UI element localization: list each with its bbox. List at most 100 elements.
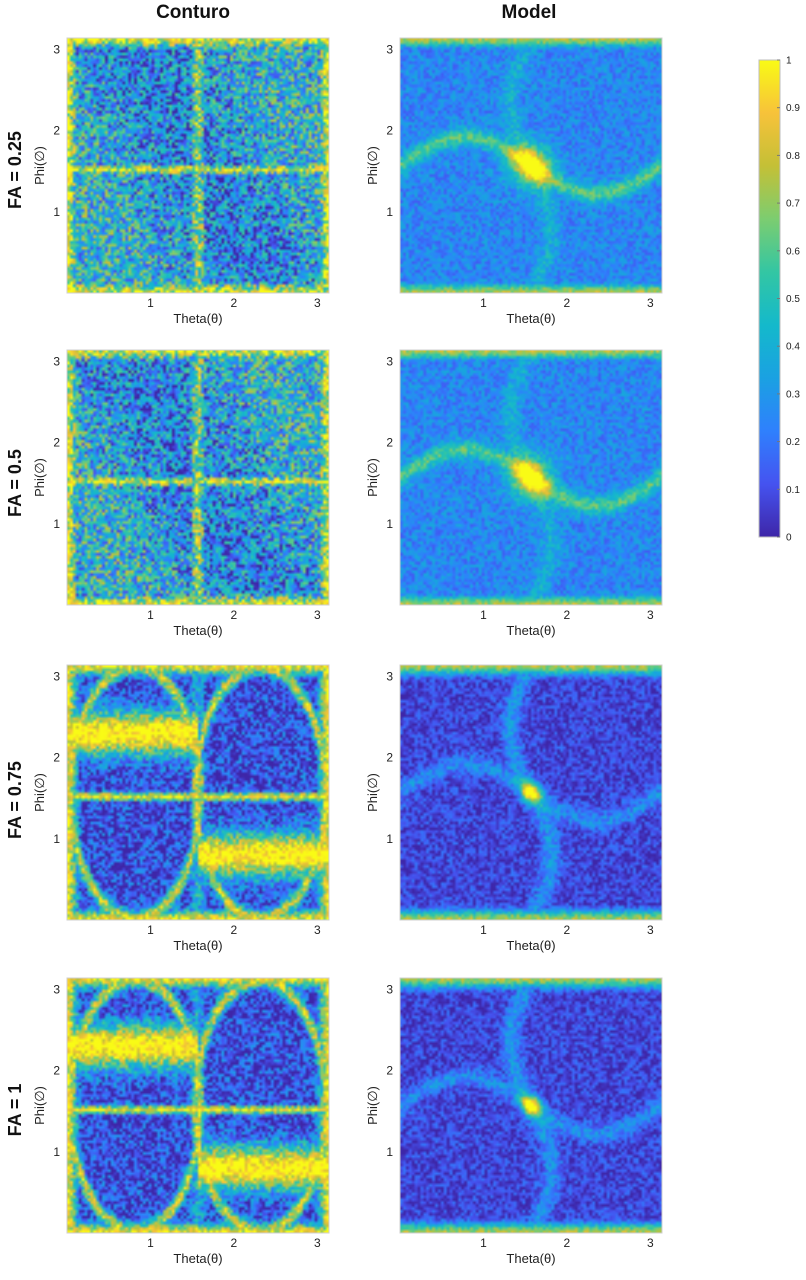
y-tick-label: 1 — [53, 205, 60, 219]
x-tick-label: 2 — [564, 923, 571, 937]
x-axis-label: Theta(θ) — [506, 311, 555, 326]
x-tick-label: 3 — [647, 296, 654, 310]
x-tick-label: 2 — [231, 1236, 238, 1250]
row-title-fa-1: FA = 1 — [5, 1084, 25, 1137]
y-tick-label: 3 — [53, 982, 60, 996]
row-title-fa-025: FA = 0.25 — [5, 131, 25, 209]
y-axis-label: Phi(∅) — [365, 773, 380, 812]
y-tick-label: 2 — [53, 124, 60, 138]
y-tick-label: 2 — [386, 751, 393, 765]
x-axis-label: Theta(θ) — [506, 1251, 555, 1266]
panel-conturo-0_75: 1 1 2 2 3 3 Theta(θ) Phi(∅) — [32, 664, 330, 953]
colorbar-tick-label: 0.6 — [786, 246, 800, 257]
x-axis-label: Theta(θ) — [506, 623, 555, 638]
x-axis-label: Theta(θ) — [173, 1251, 222, 1266]
y-tick-label: 1 — [53, 517, 60, 531]
column-title-conturo: Conturo — [156, 2, 230, 23]
heatmap-image — [67, 665, 329, 920]
axes-box — [66, 977, 330, 1234]
heatmap-image — [67, 350, 329, 605]
y-tick-label: 2 — [386, 124, 393, 138]
panel-conturo-0_25: 1 1 2 2 3 3 Theta(θ) Phi(∅) — [32, 37, 330, 326]
y-tick-label: 1 — [53, 832, 60, 846]
x-tick-label: 1 — [480, 923, 487, 937]
x-tick-label: 3 — [647, 1236, 654, 1250]
axes-box — [66, 349, 330, 606]
x-tick-label: 1 — [147, 296, 154, 310]
y-axis-label: Phi(∅) — [365, 1086, 380, 1125]
colorbar: 0 0.1 0.2 0.3 0.4 0.5 0.6 0.7 0.8 0.9 1 — [758, 56, 800, 544]
heatmap-image — [67, 978, 329, 1233]
panel-model-0_5: 1 1 2 2 3 3 Theta(θ) Phi(∅) — [365, 349, 663, 638]
axes-box — [66, 664, 330, 921]
x-tick-label: 1 — [480, 608, 487, 622]
y-tick-label: 3 — [53, 42, 60, 56]
axes-box — [399, 349, 663, 606]
y-tick-label: 3 — [386, 982, 393, 996]
y-tick-label: 1 — [386, 205, 393, 219]
colorbar-tick-label: 0.8 — [786, 151, 800, 162]
y-tick-label: 3 — [386, 354, 393, 368]
x-tick-label: 3 — [647, 608, 654, 622]
axes-box — [66, 37, 330, 294]
x-tick-label: 1 — [147, 608, 154, 622]
x-tick-label: 2 — [231, 296, 238, 310]
y-tick-label: 3 — [386, 669, 393, 683]
x-tick-label: 2 — [564, 608, 571, 622]
colorbar-tick-label: 0.9 — [786, 103, 800, 114]
x-tick-label: 1 — [147, 923, 154, 937]
y-tick-label: 3 — [53, 354, 60, 368]
y-axis-label: Phi(∅) — [32, 146, 47, 185]
x-axis-label: Theta(θ) — [506, 938, 555, 953]
y-tick-label: 1 — [386, 1145, 393, 1159]
y-tick-label: 1 — [386, 517, 393, 531]
x-tick-label: 3 — [647, 923, 654, 937]
heatmap-image — [400, 38, 662, 293]
y-tick-label: 2 — [386, 436, 393, 450]
y-axis-label: Phi(∅) — [365, 458, 380, 497]
x-tick-label: 3 — [314, 1236, 321, 1250]
y-tick-label: 2 — [53, 436, 60, 450]
panel-grid: 1 1 2 2 3 3 Theta(θ) Phi(∅) 1 1 2 2 3 3 Theta(θ) Phi(∅)… — [32, 37, 663, 1266]
x-tick-label: 2 — [231, 608, 238, 622]
y-tick-label: 2 — [53, 751, 60, 765]
colorbar-tick-label: 0.4 — [786, 342, 800, 353]
panel-model-0_25: 1 1 2 2 3 3 Theta(θ) Phi(∅) — [365, 37, 663, 326]
y-tick-label: 2 — [386, 1064, 393, 1078]
y-tick-label: 2 — [53, 1064, 60, 1078]
y-axis-label: Phi(∅) — [32, 773, 47, 812]
x-tick-label: 1 — [480, 296, 487, 310]
panel-model-0_75: 1 1 2 2 3 3 Theta(θ) Phi(∅) — [365, 664, 663, 953]
y-axis-label: Phi(∅) — [32, 1086, 47, 1125]
axes-box — [399, 977, 663, 1234]
x-axis-label: Theta(θ) — [173, 311, 222, 326]
panel-conturo-0_5: 1 1 2 2 3 3 Theta(θ) Phi(∅) — [32, 349, 330, 638]
x-tick-label: 3 — [314, 923, 321, 937]
colorbar-gradient — [758, 59, 781, 538]
row-title-fa-075: FA = 0.75 — [5, 761, 25, 839]
heatmap-image — [67, 38, 329, 293]
x-tick-label: 2 — [564, 1236, 571, 1250]
colorbar-tick-label: 0.3 — [786, 389, 800, 400]
panel-conturo-1: 1 1 2 2 3 3 Theta(θ) Phi(∅) — [32, 977, 330, 1266]
heatmap-image — [400, 665, 662, 920]
x-tick-label: 2 — [564, 296, 571, 310]
y-tick-label: 1 — [53, 1145, 60, 1159]
heatmap-image — [400, 978, 662, 1233]
column-title-model: Model — [502, 2, 557, 23]
x-tick-label: 3 — [314, 608, 321, 622]
panel-model-1: 1 1 2 2 3 3 Theta(θ) Phi(∅) — [365, 977, 663, 1266]
colorbar-tick-label: 0.7 — [786, 199, 800, 210]
x-tick-label: 1 — [147, 1236, 154, 1250]
y-tick-label: 3 — [53, 669, 60, 683]
x-axis-label: Theta(θ) — [173, 623, 222, 638]
heatmap-image — [400, 350, 662, 605]
x-tick-label: 1 — [480, 1236, 487, 1250]
x-axis-label: Theta(θ) — [173, 938, 222, 953]
x-tick-label: 2 — [231, 923, 238, 937]
colorbar-tick-label: 1 — [786, 56, 792, 67]
row-title-fa-05: FA = 0.5 — [5, 449, 25, 517]
y-tick-label: 1 — [386, 832, 393, 846]
colorbar-tick-label: 0.5 — [786, 294, 800, 305]
